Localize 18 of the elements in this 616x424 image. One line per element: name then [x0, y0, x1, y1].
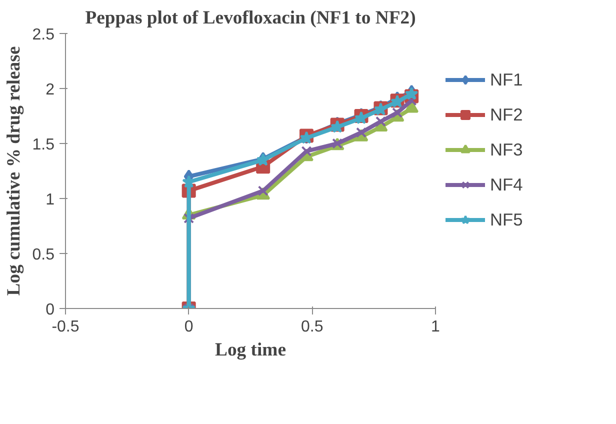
legend-label: NF5 [490, 209, 523, 230]
x-tick-label: 0 [184, 318, 194, 336]
x-tick-label: 0.5 [301, 318, 324, 336]
y-tick-label: 0.5 [32, 246, 55, 264]
legend-label: NF4 [490, 174, 523, 196]
chart-title: Peppas plot of Levofloxacin (NF1 to NF2) [85, 8, 416, 28]
x-axis-title: Log time [215, 340, 286, 360]
legend-label: NF1 [490, 69, 523, 90]
x-tick-label: -0.5 [52, 318, 80, 336]
y-axis-title: Log cumulative % drug release [3, 46, 24, 296]
legend-label: NF2 [490, 104, 523, 126]
y-tick-label: 1 [46, 192, 55, 208]
legend-label: NF3 [490, 139, 523, 160]
y-tick-label: 2 [46, 82, 55, 98]
y-tick-label: 0 [46, 302, 55, 318]
y-tick-label: 2.5 [32, 26, 55, 44]
x-tick-label: 1 [431, 318, 440, 336]
y-tick-label: 1.5 [32, 136, 55, 154]
